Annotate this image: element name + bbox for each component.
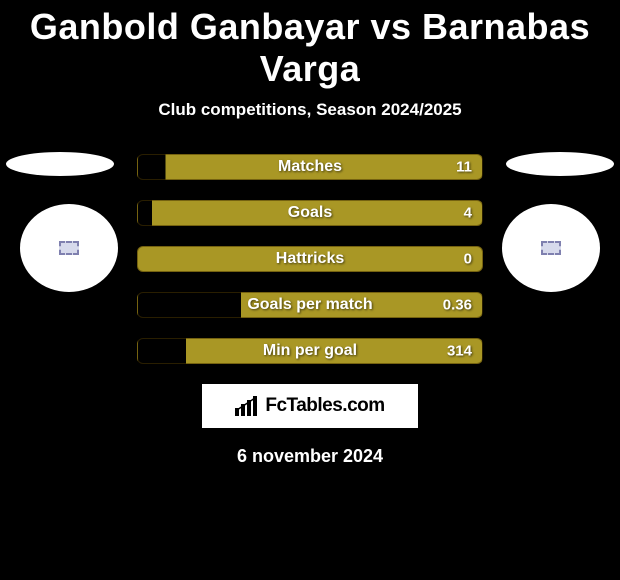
stat-bar: Hattricks 0 (137, 246, 483, 272)
page-subtitle: Club competitions, Season 2024/2025 (0, 100, 620, 120)
footer-date: 6 november 2024 (0, 446, 620, 467)
stat-bar: Goals 4 (137, 200, 483, 226)
placeholder-image-icon (59, 241, 79, 255)
stat-label: Goals (288, 204, 332, 222)
bar-chart-icon (235, 396, 259, 416)
stat-value: 0 (464, 251, 472, 268)
stat-value: 314 (447, 343, 472, 360)
stat-value: 4 (464, 205, 472, 222)
stat-bar: Goals per match 0.36 (137, 292, 483, 318)
stat-label: Min per goal (263, 342, 357, 360)
stat-bar: Matches 11 (137, 154, 483, 180)
stat-bar: Min per goal 314 (137, 338, 483, 364)
stat-value: 0.36 (443, 297, 472, 314)
comparison-stage: Matches 11 Goals 4 Hattricks 0 Goals per match… (0, 154, 620, 364)
left-oval-decoration (6, 152, 114, 176)
stat-label: Matches (278, 158, 342, 176)
branding-text: FcTables.com (265, 395, 384, 417)
stat-value: 11 (456, 159, 472, 176)
branding-card: FcTables.com (202, 384, 418, 428)
placeholder-image-icon (541, 241, 561, 255)
left-player-avatar (20, 204, 118, 292)
stat-label: Goals per match (247, 296, 372, 314)
right-oval-decoration (506, 152, 614, 176)
right-player-avatar (502, 204, 600, 292)
page-title: Ganbold Ganbayar vs Barnabas Varga (0, 0, 620, 90)
stat-bars: Matches 11 Goals 4 Hattricks 0 Goals per match… (137, 154, 483, 364)
stat-label: Hattricks (276, 250, 344, 268)
